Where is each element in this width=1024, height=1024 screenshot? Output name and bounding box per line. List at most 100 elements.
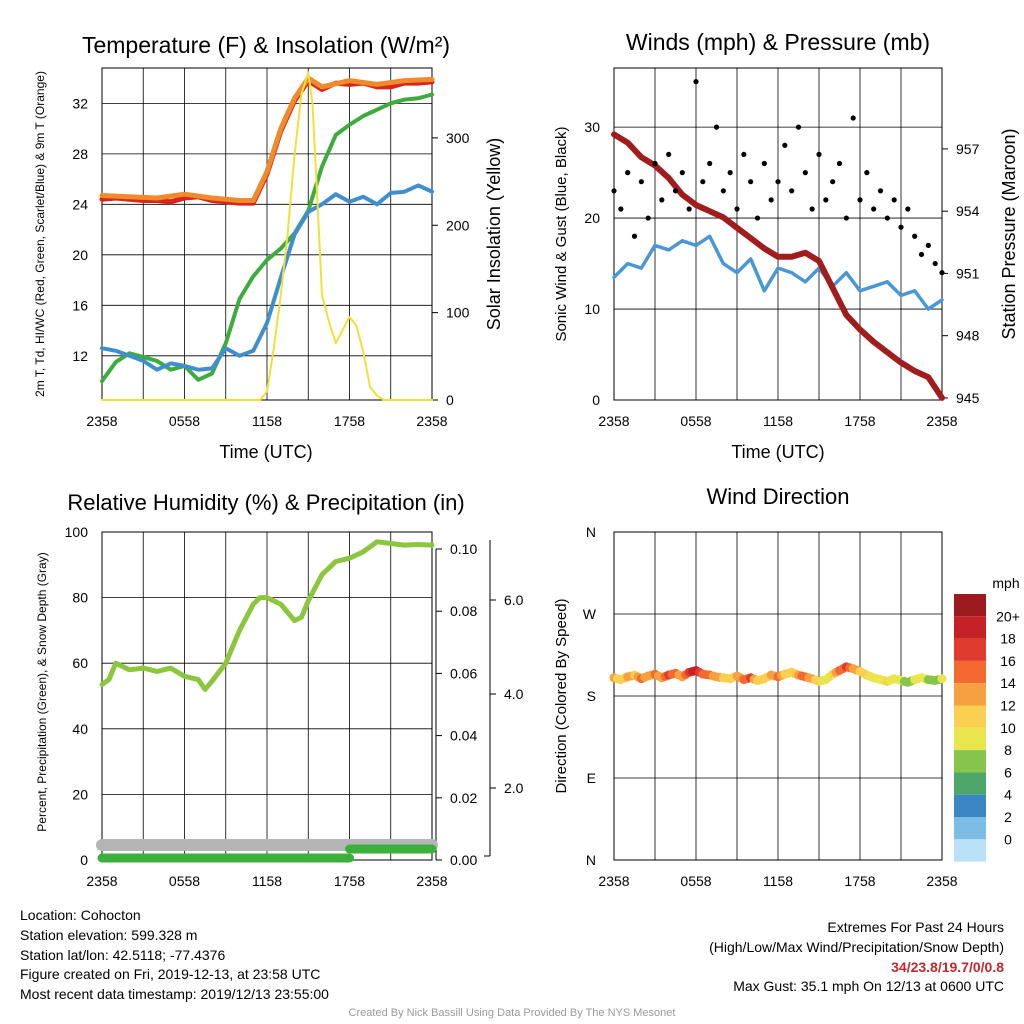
rh-y-tick-label: 100 [65, 524, 89, 540]
winds-y2-axis-label: Station Pressure (Maroon) [999, 128, 1019, 339]
station-latlon: Station lat/lon: 42.5118; -77.4376 [20, 946, 226, 963]
speed-legend-label: 14 [1000, 675, 1016, 691]
station-info: Location: Cohocton Station elevation: 59… [20, 906, 329, 1005]
winds-grid [613, 68, 943, 400]
winds-x-tick-label: 0558 [680, 413, 711, 429]
snow-axis-tick-label: 6.0 [504, 592, 524, 608]
speed-legend-label: 18 [1000, 631, 1016, 647]
relative-humidity-line [99, 539, 435, 692]
temp-x-tick-label: 0558 [169, 413, 200, 429]
temp-y2-tick-label: 0 [446, 392, 454, 408]
dir-chart-title: Wind Direction [706, 484, 849, 509]
winds-x-axis-label: Time (UTC) [731, 442, 824, 462]
dir-y-tick-label: N [586, 852, 596, 868]
station-pressure-line [611, 131, 945, 401]
extremes-summary: Extremes For Past 24 Hours (High/Low/Max… [709, 918, 1004, 997]
figure-created: Figure created on Fri, 2019-12-13, at 23… [20, 966, 321, 983]
gust-point [877, 188, 884, 194]
rh-x-tick-label: 0558 [169, 873, 200, 889]
speed-legend-swatch [954, 683, 986, 706]
gust-point [666, 151, 672, 158]
speed-legend-swatch [954, 594, 986, 617]
temp-y-tick-label: 20 [72, 247, 88, 263]
snow-axis-tick-label: 4.0 [504, 686, 524, 702]
winds-y-tick-label: 0 [592, 392, 600, 408]
gust-point [631, 233, 638, 239]
gust-point [802, 170, 808, 176]
dir-x-tick-label: 0558 [680, 873, 711, 889]
winds-y-tick-label: 30 [584, 119, 600, 135]
gust-point [864, 170, 870, 176]
speed-legend-label: 12 [1000, 698, 1016, 714]
gust-point [795, 124, 802, 130]
extremes-subtitle: (High/Low/Max Wind/Precipitation/Snow De… [709, 938, 1004, 955]
rh-x-tick-label: 1158 [252, 873, 282, 889]
gust-point [734, 206, 740, 212]
precip-axis-tick-label: 0.06 [450, 665, 477, 681]
dir-x-tick-label: 2358 [598, 873, 629, 889]
temp-y-tick-label: 12 [72, 348, 88, 364]
temp-y-tick-label: 32 [72, 95, 88, 111]
gust-point [707, 160, 713, 167]
temp-grid [101, 68, 433, 400]
gust-point [932, 260, 938, 267]
gust-point [850, 115, 856, 121]
speed-legend-swatch [954, 794, 986, 817]
winds-y2-tick-label: 954 [956, 203, 980, 219]
gust-point [912, 233, 918, 239]
station-location: Location: Cohocton [20, 907, 141, 923]
rh-x-tick-label: 1758 [334, 873, 365, 889]
temp-y2-tick-label: 200 [446, 217, 470, 233]
gust-point [768, 197, 774, 203]
temp-x-tick-label: 1758 [334, 413, 365, 429]
gust-point [918, 251, 925, 258]
gust-point [659, 197, 665, 203]
winds-chart-title: Winds (mph) & Pressure (mb) [626, 29, 930, 55]
winds-y2-tick-label: 945 [956, 390, 980, 406]
speed-legend-label: 8 [1004, 742, 1012, 758]
temp-series-line [101, 71, 433, 401]
rh-y-tick-label: 60 [72, 655, 88, 671]
precip-axis-tick-label: 0.04 [450, 728, 477, 744]
gust-point [857, 197, 863, 203]
precip-axis-tick-label: 0.08 [450, 603, 477, 619]
gust-point [782, 142, 788, 148]
gust-point [748, 179, 754, 185]
temp-x-tick-label: 1158 [252, 413, 282, 429]
speed-legend-label: 2 [1004, 809, 1012, 825]
gust-point [939, 270, 945, 276]
speed-legend-swatch [954, 705, 986, 728]
speed-legend-label: 20+ [996, 608, 1020, 624]
temp-y2-tick-label: 300 [446, 130, 470, 146]
gust-point [761, 160, 767, 167]
gust-point [775, 179, 781, 185]
winds-x-tick-label: 1758 [844, 413, 875, 429]
rh-x-tick-label: 2358 [416, 873, 447, 889]
direction-point [937, 674, 947, 684]
gust-point [638, 179, 644, 185]
gust-point [871, 206, 877, 212]
winds-y-tick-label: 20 [584, 210, 600, 226]
temp-frame [101, 67, 433, 401]
gust-point [809, 206, 815, 212]
speed-legend-swatch [954, 638, 986, 661]
dir-y-tick-label: W [583, 606, 597, 622]
gust-point [905, 206, 911, 212]
speed-legend-swatch [954, 616, 986, 639]
gust-point [618, 206, 624, 212]
temp-series-line [100, 183, 434, 372]
gust-point [836, 160, 843, 167]
gust-point [727, 170, 733, 176]
gust-point [652, 160, 658, 167]
temp-y2-tick-label: 100 [446, 305, 470, 321]
gust-point [720, 188, 726, 194]
snow-axis-tick-label: 2.0 [504, 780, 524, 796]
dir-x-tick-label: 1158 [763, 873, 793, 889]
credit-line: Created By Nick Bassill Using Data Provi… [348, 1007, 676, 1019]
temp-chart-title: Temperature (F) & Insolation (W/m²) [82, 32, 450, 58]
gust-point [789, 188, 795, 194]
gust-point [884, 215, 890, 221]
winds-y-tick-label: 10 [584, 301, 600, 317]
rh-x-tick-label: 2358 [86, 873, 117, 889]
